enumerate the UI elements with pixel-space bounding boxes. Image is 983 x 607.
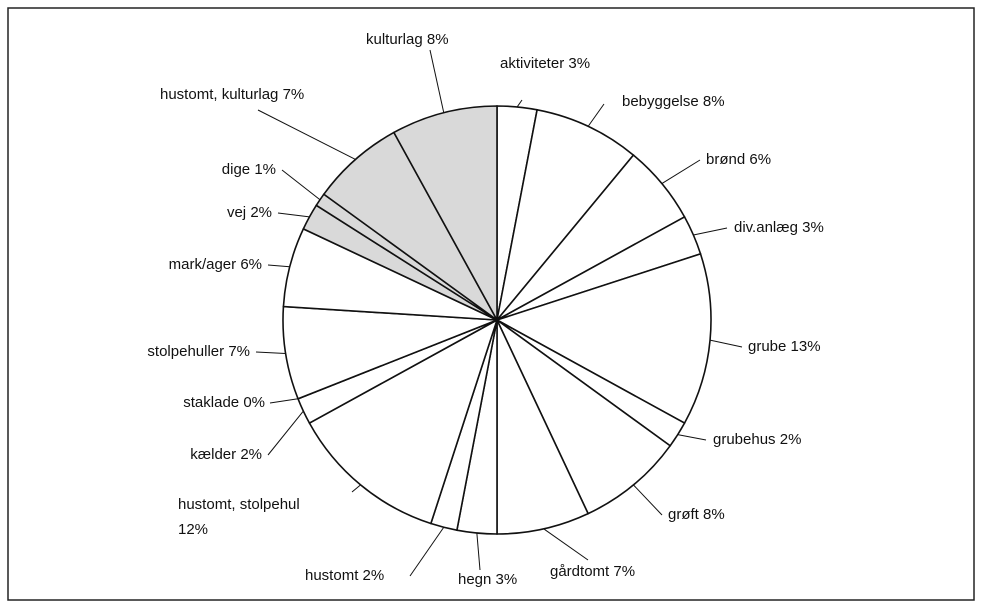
label-name: grøft — [668, 506, 700, 523]
label-value: 3% — [496, 571, 518, 588]
slice-label: hegn 3% — [458, 571, 517, 588]
slice-label: bebyggelse 8% — [622, 93, 725, 110]
label-name: div.anlæg — [734, 219, 798, 236]
label-name: vej — [227, 204, 246, 221]
leader-line — [633, 484, 663, 516]
leader-line — [269, 398, 299, 404]
leader-line — [257, 109, 356, 160]
label-name: stolpehuller — [147, 343, 224, 360]
label-value: 7% — [283, 86, 305, 103]
slice-label: grøft 8% — [668, 506, 725, 523]
leader-line — [409, 526, 445, 577]
label-name: gårdtomt — [550, 563, 610, 580]
label-value: 0% — [243, 394, 265, 411]
leader-line — [516, 99, 523, 108]
leader-line — [693, 227, 728, 236]
slice-label: kulturlag 8% — [366, 31, 449, 48]
label-value: 8% — [703, 93, 725, 110]
slice-label: stolpehuller 7% — [147, 343, 250, 360]
leader-line — [277, 212, 310, 218]
slice-label: vej 2% — [227, 204, 272, 221]
label-value: 7% — [613, 563, 635, 580]
label-name: grube — [748, 338, 786, 355]
label-name: bebyggelse — [622, 93, 699, 110]
label-name: aktiviteter — [500, 55, 564, 72]
label-name: hegn — [458, 571, 491, 588]
label-name: dige — [222, 161, 250, 178]
label-name: kælder — [190, 446, 236, 463]
label-value: 2% — [363, 567, 385, 584]
slice-label: mark/ager 6% — [169, 256, 262, 273]
leader-line — [267, 410, 304, 456]
label-value: 6% — [240, 256, 262, 273]
slice-label: kælder 2% — [190, 446, 262, 463]
label-value: 2% — [240, 446, 262, 463]
leader-line — [587, 103, 605, 127]
label-value: 3% — [802, 219, 824, 236]
label-name: kulturlag — [366, 31, 423, 48]
label-name: hustomt — [305, 567, 359, 584]
label-name: brønd — [706, 151, 745, 168]
pie-slice — [392, 105, 498, 321]
label-value: 2% — [780, 431, 802, 448]
label-name: grubehus — [713, 431, 776, 448]
slice-label: brønd 6% — [706, 151, 771, 168]
slice-label: dige 1% — [222, 161, 276, 178]
leader-line — [677, 434, 707, 441]
slice-label: grube 13% — [748, 338, 821, 355]
label-value: 3% — [568, 55, 590, 72]
slice-label: div.anlæg 3% — [734, 219, 824, 236]
label-name: staklade — [183, 394, 239, 411]
label-value: 1% — [254, 161, 276, 178]
slice-label: gårdtomt 7% — [550, 563, 635, 580]
slice-label: grubehus 2% — [713, 431, 801, 448]
leader-line — [281, 169, 321, 201]
leader-line — [709, 339, 743, 348]
label-value: 8% — [703, 506, 725, 523]
label-name: hustomt, kulturlag — [160, 86, 278, 103]
pie-slice — [496, 108, 635, 321]
pie-slice — [496, 319, 672, 515]
label-name: hustomt, stolpehul — [178, 496, 300, 513]
label-value: 6% — [749, 151, 771, 168]
leader-line — [543, 528, 589, 561]
label-name: mark/ager — [169, 256, 237, 273]
leader-line — [255, 351, 286, 354]
pie-slice — [494, 252, 712, 425]
leader-line — [267, 264, 290, 268]
leader-line — [661, 159, 701, 185]
slice-label: hustomt 2% — [305, 567, 384, 584]
label-value: 13% — [791, 338, 821, 355]
slice-label: hustomt, stolpehul 12% — [178, 496, 300, 538]
slice-label: hustomt, kulturlag 7% — [160, 86, 304, 103]
leader-line — [429, 49, 445, 113]
label-value: 2% — [250, 204, 272, 221]
slice-label: aktiviteter 3% — [500, 55, 590, 72]
label-value: 8% — [427, 31, 449, 48]
label-value: 12% — [178, 521, 208, 538]
slice-label: staklade 0% — [183, 394, 265, 411]
label-value: 7% — [228, 343, 250, 360]
leader-line — [476, 533, 481, 571]
leader-line — [351, 484, 361, 493]
